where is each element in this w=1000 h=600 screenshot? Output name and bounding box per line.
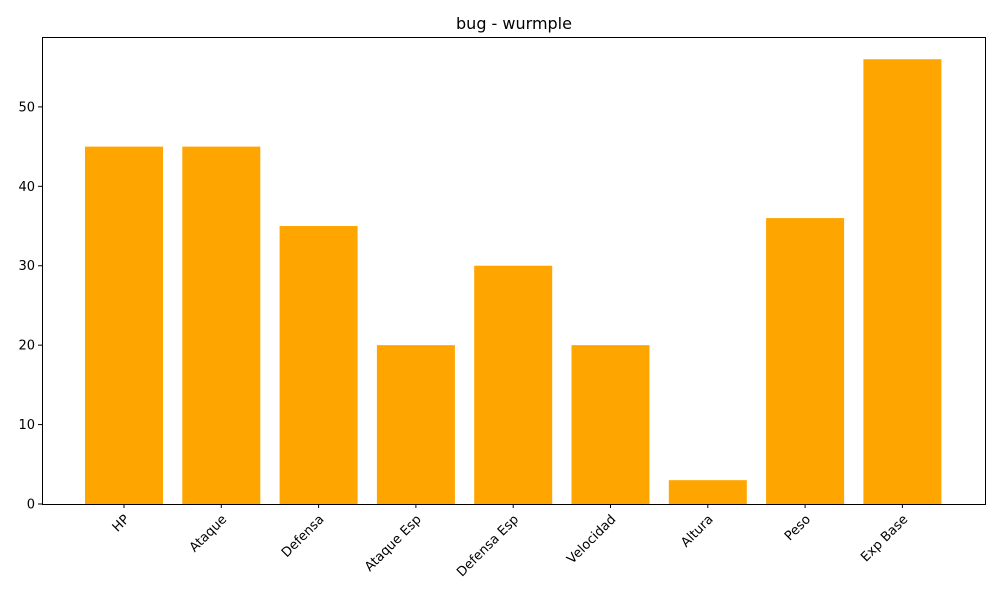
bar-ataque [182, 146, 261, 504]
bar-hp [85, 146, 163, 504]
bar-exp-base [863, 59, 942, 505]
bar-peso [766, 218, 845, 504]
bars-group [85, 59, 942, 505]
y-tick-label: 50 [18, 100, 35, 115]
bar-velocidad [571, 345, 650, 504]
y-tick-label: 20 [18, 339, 35, 354]
bar-defensa-esp [474, 265, 553, 504]
y-tick-label: 10 [18, 418, 35, 433]
bar-ataque-esp [376, 345, 455, 504]
y-axis-ticks: 0 10 20 30 40 50 [18, 100, 42, 513]
y-tick-label: 30 [18, 259, 35, 274]
bar-altura [668, 480, 747, 504]
plot-area-frame [42, 37, 986, 505]
bar-defensa [279, 226, 358, 504]
y-tick-label: 0 [27, 498, 35, 513]
chart-title: bug - wurmple [456, 14, 572, 33]
y-tick-label: 40 [18, 180, 35, 195]
